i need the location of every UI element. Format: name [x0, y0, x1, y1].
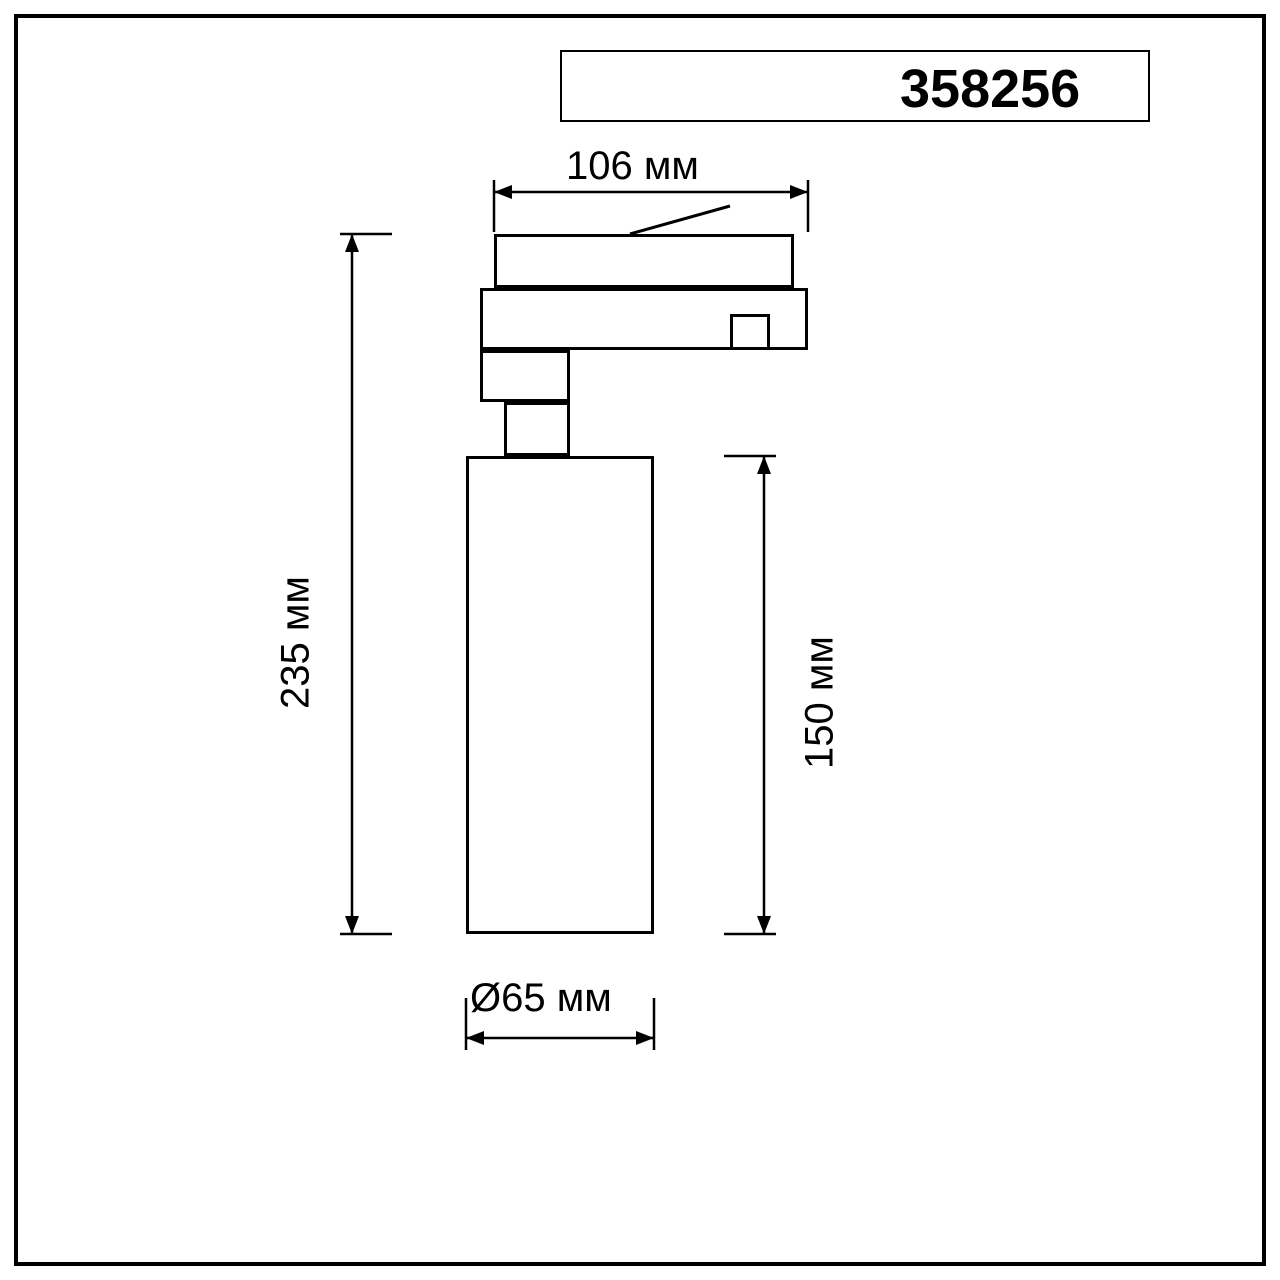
diameter-label: Ø65 мм [470, 976, 612, 1021]
adapter-top [494, 234, 794, 288]
neck-wide [480, 350, 570, 402]
height-total-label: 235 мм [274, 563, 319, 723]
body-cylinder [466, 456, 654, 934]
adapter-notch [730, 314, 770, 350]
neck-narrow [504, 402, 570, 456]
height-body-label: 150 мм [798, 623, 843, 783]
width-top-label: 106 мм [566, 144, 699, 189]
